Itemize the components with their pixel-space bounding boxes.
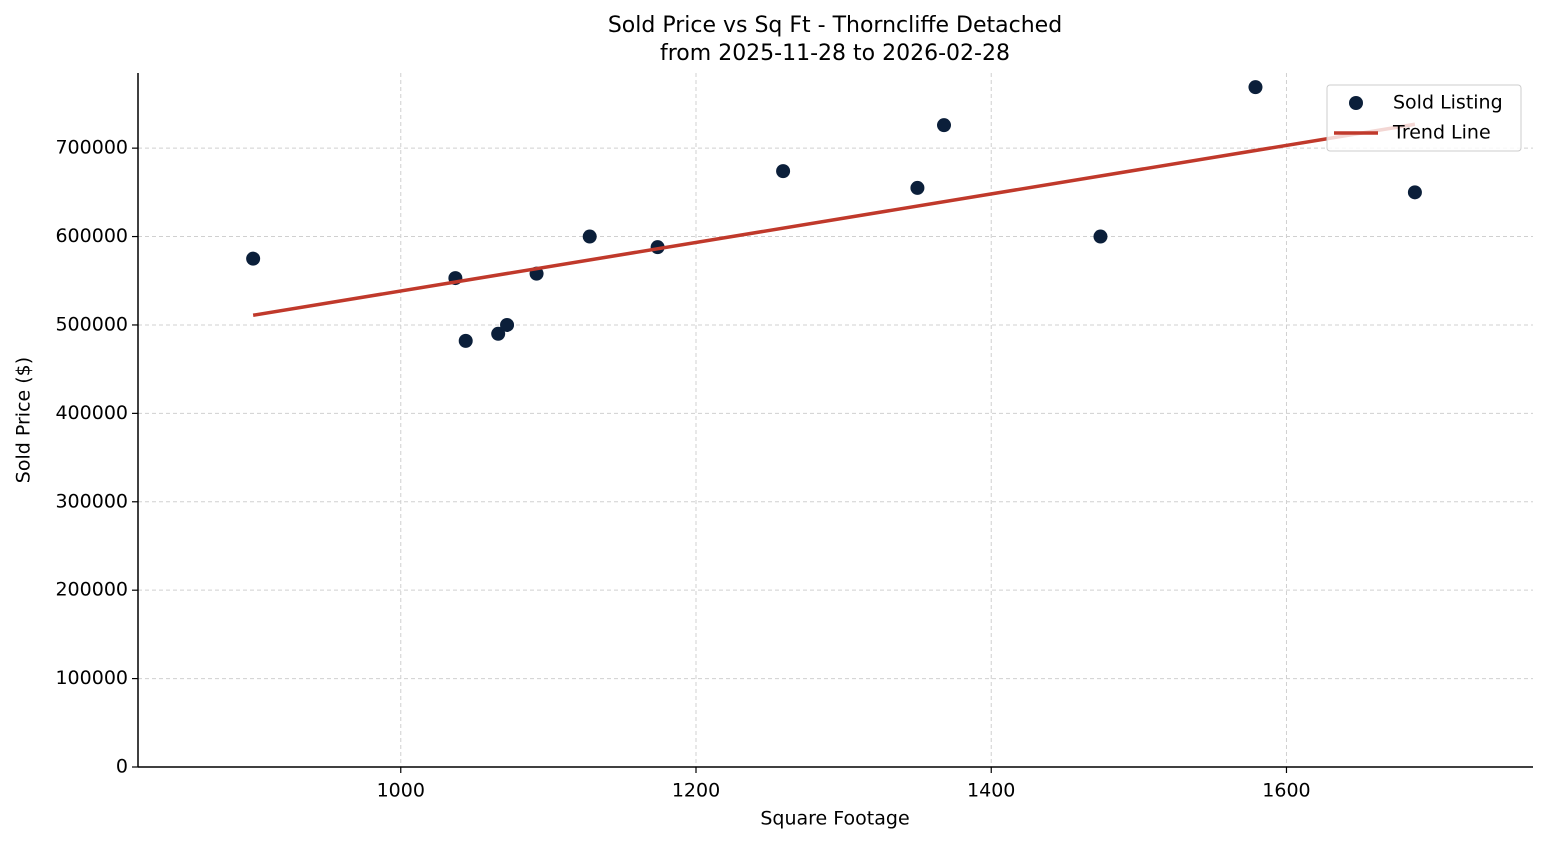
legend: Sold Listing Trend Line xyxy=(1326,84,1522,152)
data-point xyxy=(491,326,506,341)
y-tick-label: 400000 xyxy=(55,402,128,424)
data-point xyxy=(937,118,951,133)
x-tick-label: 1000 xyxy=(377,780,425,802)
chart-subtitle: from 2025-11-28 to 2026-02-28 xyxy=(660,41,1010,66)
legend-label: Trend Line xyxy=(1392,122,1491,144)
x-tick-label: 1200 xyxy=(672,780,720,802)
x-axis-label: Square Footage xyxy=(760,808,909,830)
trend-line xyxy=(252,122,1416,317)
legend-label: Sold Listing xyxy=(1393,92,1503,114)
data-point xyxy=(910,180,925,195)
data-point xyxy=(1248,80,1263,95)
data-point xyxy=(458,333,473,348)
y-tick-label: 200000 xyxy=(55,579,128,601)
y-tick-label: 100000 xyxy=(55,667,128,689)
data-point xyxy=(582,229,597,244)
y-tick-label: 600000 xyxy=(55,225,128,247)
y-tick-label: 300000 xyxy=(55,490,128,512)
data-point xyxy=(1407,185,1422,200)
y-axis-label: Sold Price ($) xyxy=(13,357,35,483)
y-tick-label: 500000 xyxy=(55,313,128,335)
y-tick-label: 700000 xyxy=(55,137,128,159)
data-point xyxy=(776,164,791,179)
data-point xyxy=(246,251,261,266)
chart-title: Sold Price vs Sq Ft - Thorncliffe Detach… xyxy=(608,13,1062,38)
data-point xyxy=(1093,229,1108,244)
data-point xyxy=(500,317,515,332)
x-tick-label: 1600 xyxy=(1262,780,1310,802)
legend-swatch xyxy=(1349,96,1363,110)
x-tick-label: 1400 xyxy=(967,780,1015,802)
y-tick-label: 0 xyxy=(116,756,128,778)
